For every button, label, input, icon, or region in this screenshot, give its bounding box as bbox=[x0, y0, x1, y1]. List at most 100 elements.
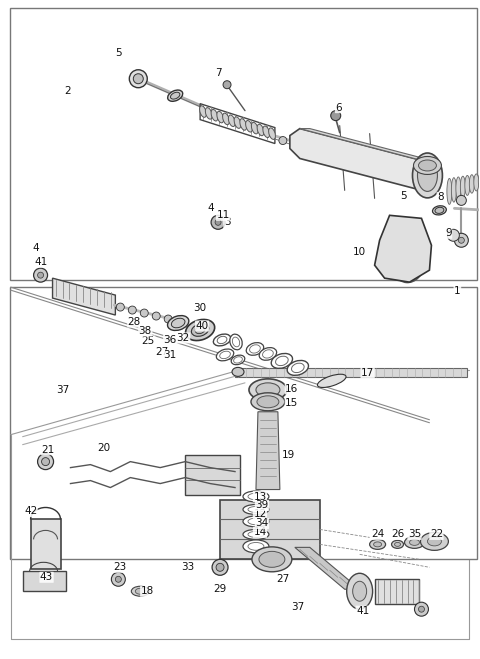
Ellipse shape bbox=[248, 542, 264, 550]
Ellipse shape bbox=[392, 540, 404, 548]
Ellipse shape bbox=[168, 316, 189, 330]
Ellipse shape bbox=[170, 92, 180, 99]
Text: 21: 21 bbox=[41, 445, 54, 455]
Ellipse shape bbox=[243, 505, 269, 515]
Ellipse shape bbox=[447, 179, 452, 204]
Ellipse shape bbox=[257, 396, 279, 408]
Ellipse shape bbox=[248, 531, 264, 537]
Ellipse shape bbox=[256, 383, 280, 397]
Ellipse shape bbox=[252, 123, 258, 134]
Circle shape bbox=[291, 140, 299, 148]
Ellipse shape bbox=[230, 334, 242, 350]
Text: 5: 5 bbox=[400, 191, 407, 202]
Ellipse shape bbox=[234, 117, 241, 129]
Text: 43: 43 bbox=[40, 572, 53, 583]
Ellipse shape bbox=[456, 177, 461, 200]
Text: 2: 2 bbox=[64, 86, 71, 96]
Ellipse shape bbox=[248, 507, 264, 513]
Ellipse shape bbox=[271, 353, 292, 368]
Ellipse shape bbox=[243, 540, 269, 553]
Circle shape bbox=[115, 576, 121, 583]
Ellipse shape bbox=[192, 324, 209, 336]
Ellipse shape bbox=[195, 326, 205, 333]
Ellipse shape bbox=[252, 547, 292, 572]
Ellipse shape bbox=[135, 588, 145, 594]
Ellipse shape bbox=[240, 119, 247, 130]
Text: 9: 9 bbox=[445, 228, 452, 239]
Ellipse shape bbox=[263, 126, 270, 138]
Text: 4: 4 bbox=[208, 204, 215, 214]
Text: 13: 13 bbox=[253, 492, 266, 501]
Ellipse shape bbox=[347, 573, 372, 609]
Ellipse shape bbox=[474, 174, 479, 191]
Text: 36: 36 bbox=[164, 335, 177, 345]
Bar bbox=[10, 7, 477, 280]
Text: 17: 17 bbox=[361, 368, 374, 378]
Ellipse shape bbox=[451, 178, 456, 202]
Ellipse shape bbox=[409, 539, 420, 546]
Ellipse shape bbox=[478, 173, 480, 188]
Ellipse shape bbox=[228, 115, 235, 127]
Ellipse shape bbox=[460, 176, 465, 198]
Ellipse shape bbox=[435, 208, 444, 214]
Text: 3: 3 bbox=[224, 217, 230, 227]
Ellipse shape bbox=[213, 334, 231, 346]
Circle shape bbox=[37, 453, 54, 470]
Ellipse shape bbox=[232, 367, 244, 376]
Ellipse shape bbox=[168, 90, 183, 101]
Text: 33: 33 bbox=[181, 562, 195, 572]
Ellipse shape bbox=[276, 357, 288, 366]
Text: 28: 28 bbox=[128, 317, 141, 327]
Circle shape bbox=[279, 136, 287, 144]
Text: 24: 24 bbox=[371, 529, 384, 540]
Ellipse shape bbox=[257, 124, 264, 136]
Circle shape bbox=[37, 272, 44, 278]
Ellipse shape bbox=[370, 539, 385, 550]
Circle shape bbox=[447, 229, 459, 241]
Ellipse shape bbox=[428, 537, 442, 546]
Text: 39: 39 bbox=[255, 500, 269, 511]
Circle shape bbox=[215, 219, 221, 225]
Polygon shape bbox=[295, 548, 360, 589]
Text: 26: 26 bbox=[391, 529, 404, 540]
Text: 11: 11 bbox=[216, 210, 229, 220]
Text: 20: 20 bbox=[97, 443, 110, 453]
Text: 27: 27 bbox=[156, 347, 169, 357]
Ellipse shape bbox=[469, 175, 474, 193]
Ellipse shape bbox=[246, 343, 264, 355]
Circle shape bbox=[133, 74, 144, 84]
Circle shape bbox=[111, 572, 125, 587]
Ellipse shape bbox=[248, 493, 264, 500]
Circle shape bbox=[458, 237, 464, 243]
Circle shape bbox=[456, 195, 467, 206]
Ellipse shape bbox=[200, 106, 206, 117]
Polygon shape bbox=[185, 455, 240, 494]
Polygon shape bbox=[290, 129, 439, 192]
Text: 4: 4 bbox=[32, 243, 39, 253]
Ellipse shape bbox=[246, 121, 252, 132]
Ellipse shape bbox=[317, 374, 346, 387]
Circle shape bbox=[164, 315, 172, 323]
Polygon shape bbox=[256, 412, 280, 490]
Text: 10: 10 bbox=[353, 247, 366, 257]
Text: 40: 40 bbox=[195, 321, 209, 331]
Circle shape bbox=[223, 80, 231, 89]
Ellipse shape bbox=[217, 336, 227, 343]
Ellipse shape bbox=[259, 347, 276, 360]
Circle shape bbox=[129, 70, 147, 88]
Ellipse shape bbox=[353, 581, 367, 601]
Polygon shape bbox=[31, 519, 60, 569]
Ellipse shape bbox=[217, 111, 224, 123]
Text: 19: 19 bbox=[282, 449, 296, 459]
Text: 41: 41 bbox=[34, 257, 47, 267]
Circle shape bbox=[211, 215, 225, 229]
Ellipse shape bbox=[251, 393, 285, 411]
Text: 30: 30 bbox=[193, 303, 207, 313]
Text: 22: 22 bbox=[430, 529, 443, 540]
Circle shape bbox=[415, 602, 429, 616]
Text: 27: 27 bbox=[276, 574, 289, 585]
Ellipse shape bbox=[291, 363, 304, 372]
Text: 15: 15 bbox=[285, 398, 299, 408]
Ellipse shape bbox=[132, 587, 149, 596]
Text: 29: 29 bbox=[214, 585, 227, 594]
